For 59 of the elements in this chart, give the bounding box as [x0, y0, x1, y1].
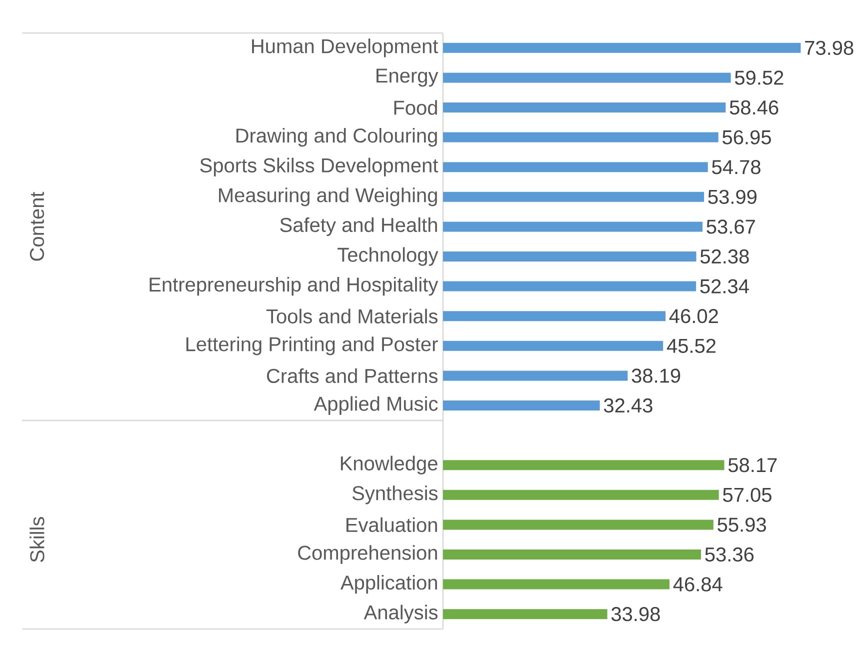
y-tick-label: Comprehension	[298, 545, 437, 564]
data-label: 73.98	[805, 40, 854, 55]
data-label: 33.98	[611, 607, 660, 622]
y-tick-label: Lettering Printing and Poster	[186, 336, 438, 356]
bar	[443, 132, 718, 142]
data-label: 46.84	[673, 577, 722, 592]
bar	[443, 281, 696, 292]
data-label: 53.67	[706, 220, 755, 234]
data-label: 38.19	[632, 368, 680, 383]
bar	[443, 102, 726, 113]
data-label: 53.99	[708, 190, 757, 204]
y-tick-label: Sports Skilss Development	[200, 158, 438, 176]
data-label: 52.34	[700, 279, 749, 294]
y-tick-label: Drawing and Colouring	[236, 128, 437, 147]
bar	[443, 400, 600, 411]
bar	[443, 42, 801, 53]
y-tick-label: Knowledge	[340, 456, 438, 474]
data-label: 58.17	[728, 458, 777, 472]
y-tick-label: Analysis	[364, 604, 438, 624]
data-label: 54.78	[712, 160, 760, 174]
data-label: 52.38	[700, 249, 749, 264]
y-tick-label: Applied Music	[314, 396, 438, 415]
y-tick-label: Human Development	[252, 38, 438, 58]
y-tick-label: Entrepreneurship and Hospitality	[150, 276, 438, 296]
y-tick-label: Crafts and Patterns	[267, 368, 438, 384]
bar	[443, 72, 731, 83]
data-label: 55.93	[718, 518, 766, 532]
bar	[443, 340, 664, 351]
data-label: 32.43	[604, 398, 652, 413]
y-tick-label: Technology	[338, 247, 438, 266]
data-label: 57.05	[723, 488, 772, 502]
bar	[443, 222, 703, 232]
bar	[443, 370, 628, 381]
bar	[443, 311, 666, 322]
data-label: 59.52	[734, 70, 784, 85]
y-tick-label: Safety and Health	[280, 217, 437, 236]
bar	[443, 252, 696, 262]
y-tick-label: Evaluation	[346, 517, 437, 532]
text: Content	[30, 192, 44, 261]
data-label: 46.02	[669, 309, 718, 324]
bar	[443, 192, 704, 202]
y-tick-label: Synthesis	[352, 486, 438, 504]
data-label: 45.52	[666, 338, 716, 353]
y-tick-label: Food	[394, 100, 437, 115]
data-label: 53.36	[705, 547, 754, 562]
y-tick-label: Tools and Materials	[266, 308, 438, 324]
text: Skills	[30, 517, 44, 562]
bar	[443, 520, 714, 530]
y-tick-label: Measuring and Weighing	[219, 188, 437, 206]
bar	[443, 490, 719, 500]
bar	[443, 550, 702, 560]
data-label: 58.46	[730, 100, 778, 115]
bar	[443, 579, 670, 590]
y-tick-label: Energy	[376, 68, 438, 87]
bar	[443, 162, 708, 172]
bar	[443, 609, 608, 620]
bar	[443, 460, 724, 470]
y-tick-label: Application	[340, 574, 437, 594]
data-label: 56.95	[722, 130, 771, 144]
